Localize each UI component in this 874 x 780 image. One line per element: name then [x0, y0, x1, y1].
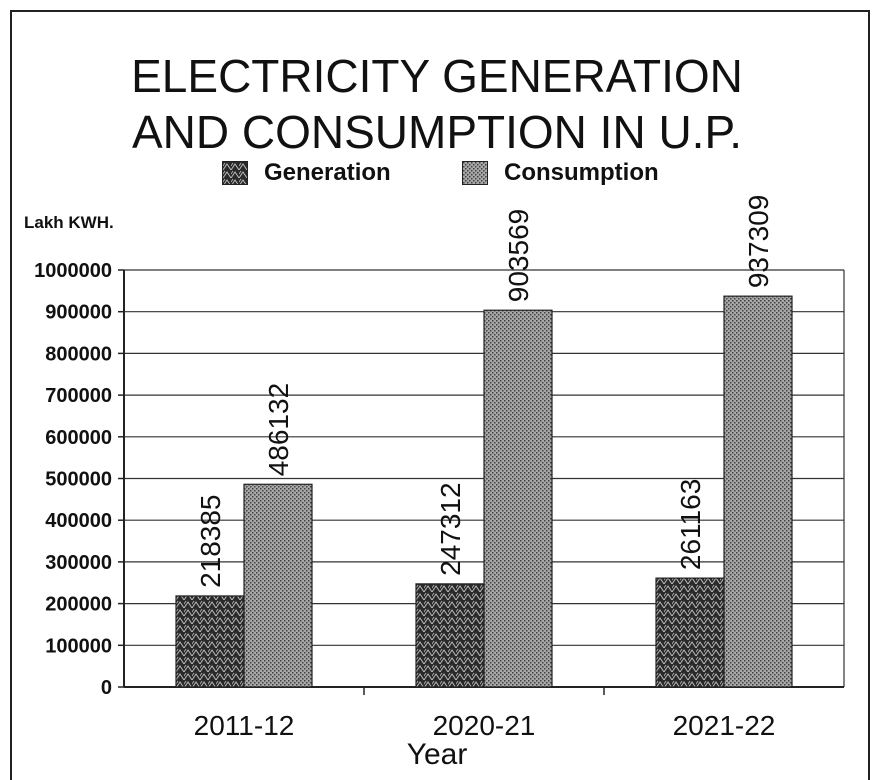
- x-tick-label-2021-22: 2021-22: [673, 710, 776, 741]
- bars: [175, 295, 793, 688]
- y-tick-label-9: 900000: [45, 302, 112, 324]
- legend-swatch-consumption: [462, 161, 488, 185]
- y-tick-label-10: 1000000: [34, 260, 112, 282]
- legend-swatch-generation: [222, 161, 248, 185]
- bar-consumption-2020-21: [483, 309, 553, 688]
- y-tick-label-2: 200000: [45, 594, 112, 616]
- bar-generation-2011-12: [175, 595, 245, 688]
- chart-title-line-2: AND CONSUMPTION IN U.P.: [132, 106, 742, 158]
- y-axis-unit-label: Lakh KWH.: [24, 213, 114, 232]
- x-axis-label: Year: [406, 738, 468, 771]
- legend: Generation Consumption: [0, 158, 874, 188]
- legend-item-generation: Generation: [222, 158, 391, 188]
- chart-title: ELECTRICITY GENERATION AND CONSUMPTION I…: [0, 48, 874, 160]
- data-label-generation-2021-22: 261163: [675, 479, 706, 570]
- y-tick-label-6: 600000: [45, 427, 112, 449]
- data-label-consumption-2021-22: 937309: [743, 195, 774, 288]
- y-tick-label-8: 800000: [45, 343, 112, 365]
- legend-label-consumption: Consumption: [504, 159, 659, 186]
- bar-consumption-2021-22: [723, 295, 793, 688]
- chart-title-line-1: ELECTRICITY GENERATION: [131, 50, 743, 102]
- x-tick-label-2011-12: 2011-12: [194, 710, 295, 741]
- y-tick-label-5: 500000: [45, 469, 112, 491]
- y-tick-label-7: 700000: [45, 385, 112, 407]
- bar-generation-2021-22: [655, 577, 725, 688]
- y-tick-label-4: 400000: [45, 510, 112, 532]
- data-label-generation-2020-21: 247312: [435, 482, 466, 575]
- chart-frame: [10, 10, 870, 780]
- data-label-consumption-2020-21: 903569: [503, 209, 534, 302]
- y-tick-label-1: 100000: [45, 635, 112, 657]
- bar-generation-2020-21: [415, 583, 485, 688]
- data-labels: 218385 486132 247312 903569 261163 937309: [195, 195, 774, 588]
- bar-consumption-2011-12: [243, 483, 313, 688]
- legend-item-consumption: Consumption: [462, 158, 659, 188]
- data-label-consumption-2011-12: 486132: [263, 383, 294, 476]
- y-tick-label-3: 300000: [45, 552, 112, 574]
- legend-label-generation: Generation: [264, 159, 391, 186]
- y-tick-label-0: 0: [101, 677, 112, 699]
- x-tick-label-2020-21: 2020-21: [433, 710, 536, 741]
- data-label-generation-2011-12: 218385: [195, 494, 226, 587]
